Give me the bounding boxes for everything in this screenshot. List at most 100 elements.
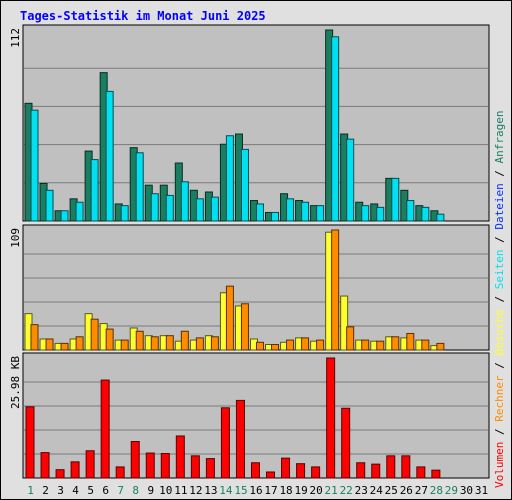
x-tick-label-day-31: 31 bbox=[475, 484, 488, 497]
x-tick-label-day-12: 12 bbox=[189, 484, 202, 497]
bar-volumen-day-19 bbox=[296, 463, 306, 479]
x-tick-label-day-24: 24 bbox=[370, 484, 384, 497]
bar-seiten-day-22 bbox=[340, 295, 349, 351]
panel-pages: 109 bbox=[9, 224, 490, 351]
bar-besuche-day-26 bbox=[406, 332, 415, 351]
x-tick-label-day-18: 18 bbox=[279, 484, 292, 497]
bar-volumen-day-9 bbox=[145, 452, 155, 479]
x-tick-label-day-7: 7 bbox=[117, 484, 124, 497]
bar-dateien-day-24 bbox=[376, 206, 385, 222]
bar-volumen-day-11 bbox=[175, 435, 185, 479]
bar-dateien-day-6 bbox=[105, 90, 114, 222]
bar-besuche-day-20 bbox=[316, 339, 325, 351]
x-tick-label-day-3: 3 bbox=[57, 484, 64, 497]
legend-separator: / bbox=[493, 163, 506, 183]
bar-volumen-day-13 bbox=[205, 458, 215, 479]
x-tick-label-day-22: 22 bbox=[340, 484, 353, 497]
chart-legend: Volumen / Rechner / Besuche / Seiten / D… bbox=[493, 110, 506, 488]
legend-entry-volumen: Volumen bbox=[493, 442, 506, 488]
bar-besuche-day-2 bbox=[45, 338, 54, 351]
bar-besuche-day-21 bbox=[331, 229, 340, 351]
legend-separator: / bbox=[493, 230, 506, 250]
bar-besuche-day-11 bbox=[180, 330, 189, 351]
bar-besuche-day-6 bbox=[105, 328, 114, 351]
bar-dateien-day-25 bbox=[391, 177, 400, 222]
legend-entry-besuche: Besuche bbox=[493, 309, 506, 355]
bar-dateien-day-20 bbox=[316, 205, 325, 222]
bar-volumen-day-1 bbox=[25, 406, 35, 479]
bar-volumen-day-22 bbox=[341, 407, 351, 479]
y-tick-label: 112 bbox=[9, 28, 22, 48]
bar-volumen-day-8 bbox=[130, 441, 140, 479]
bar-besuche-day-7 bbox=[120, 339, 129, 351]
bar-volumen-day-21 bbox=[326, 357, 336, 479]
bar-dateien-day-7 bbox=[120, 205, 129, 222]
x-tick-label-day-27: 27 bbox=[415, 484, 428, 497]
bar-dateien-day-23 bbox=[361, 205, 370, 222]
x-tick-label-day-10: 10 bbox=[159, 484, 172, 497]
panel-kb: 25.98 KB bbox=[9, 352, 490, 479]
legend-separator: / bbox=[493, 356, 506, 376]
bar-besuche-day-4 bbox=[75, 336, 84, 351]
bar-volumen-day-15 bbox=[235, 399, 245, 479]
bar-besuche-day-25 bbox=[391, 336, 400, 351]
legend-entry-seiten: Seiten bbox=[493, 250, 506, 290]
bar-dateien-day-27 bbox=[421, 206, 430, 222]
bar-volumen-day-4 bbox=[70, 461, 80, 479]
bar-dateien-day-1 bbox=[30, 109, 39, 222]
bar-volumen-day-2 bbox=[40, 452, 50, 479]
bar-volumen-day-23 bbox=[356, 462, 366, 479]
y-tick-label: 25.98 KB bbox=[9, 356, 22, 409]
bar-dateien-day-12 bbox=[195, 198, 204, 222]
bar-volumen-day-3 bbox=[55, 469, 65, 479]
bar-dateien-day-2 bbox=[45, 189, 54, 222]
x-tick-label-day-23: 23 bbox=[355, 484, 368, 497]
bar-besuche-day-23 bbox=[361, 339, 370, 351]
panel-bars bbox=[25, 357, 441, 479]
panel-requests: 112 bbox=[9, 24, 490, 222]
bar-besuche-day-10 bbox=[165, 335, 174, 351]
y-tick-label: 109 bbox=[9, 228, 22, 248]
x-tick-label-day-14: 14 bbox=[219, 484, 233, 497]
bar-volumen-day-6 bbox=[100, 379, 110, 479]
bar-dateien-day-3 bbox=[60, 210, 69, 222]
bar-dateien-day-11 bbox=[180, 181, 189, 222]
bar-dateien-day-28 bbox=[436, 213, 445, 222]
legend-entry-anfragen: Anfragen bbox=[493, 110, 506, 163]
bar-besuche-day-18 bbox=[286, 339, 295, 351]
x-tick-label-day-21: 21 bbox=[325, 484, 338, 497]
bar-volumen-day-5 bbox=[85, 450, 95, 479]
bar-dateien-day-15 bbox=[240, 148, 249, 222]
x-tick-label-day-13: 13 bbox=[204, 484, 217, 497]
bar-dateien-day-14 bbox=[225, 135, 234, 222]
bar-besuche-day-14 bbox=[225, 285, 234, 351]
bar-besuche-day-3 bbox=[60, 342, 69, 351]
bar-besuche-day-5 bbox=[90, 318, 99, 351]
panel-bars bbox=[24, 229, 445, 351]
bar-dateien-day-21 bbox=[331, 36, 340, 222]
chart-panels: 112 109 25.98 KB bbox=[9, 24, 490, 479]
x-tick-label-day-9: 9 bbox=[147, 484, 154, 497]
x-tick-label-day-6: 6 bbox=[102, 484, 109, 497]
bar-dateien-day-13 bbox=[210, 196, 219, 222]
x-tick-label-day-11: 11 bbox=[174, 484, 187, 497]
bar-besuche-day-27 bbox=[421, 339, 430, 351]
x-tick-label-day-2: 2 bbox=[42, 484, 49, 497]
bar-volumen-day-25 bbox=[386, 455, 396, 479]
bar-volumen-day-18 bbox=[281, 457, 291, 479]
chart-title: Tages-Statistik im Monat Juni 2025 bbox=[20, 9, 266, 23]
bar-besuche-day-13 bbox=[210, 336, 219, 351]
x-tick-label-day-25: 25 bbox=[385, 484, 398, 497]
panel-bars bbox=[24, 29, 445, 222]
bar-volumen-day-28 bbox=[431, 469, 441, 479]
bar-volumen-day-14 bbox=[220, 407, 230, 479]
bar-volumen-day-7 bbox=[115, 466, 125, 479]
bar-dateien-day-18 bbox=[286, 198, 295, 222]
bar-besuche-day-16 bbox=[255, 341, 264, 351]
bar-dateien-day-22 bbox=[346, 138, 355, 222]
x-tick-label-day-16: 16 bbox=[249, 484, 262, 497]
bar-besuche-day-9 bbox=[150, 336, 159, 351]
x-tick-label-day-5: 5 bbox=[87, 484, 94, 497]
x-tick-label-day-15: 15 bbox=[234, 484, 247, 497]
legend-separator: / bbox=[493, 289, 506, 309]
